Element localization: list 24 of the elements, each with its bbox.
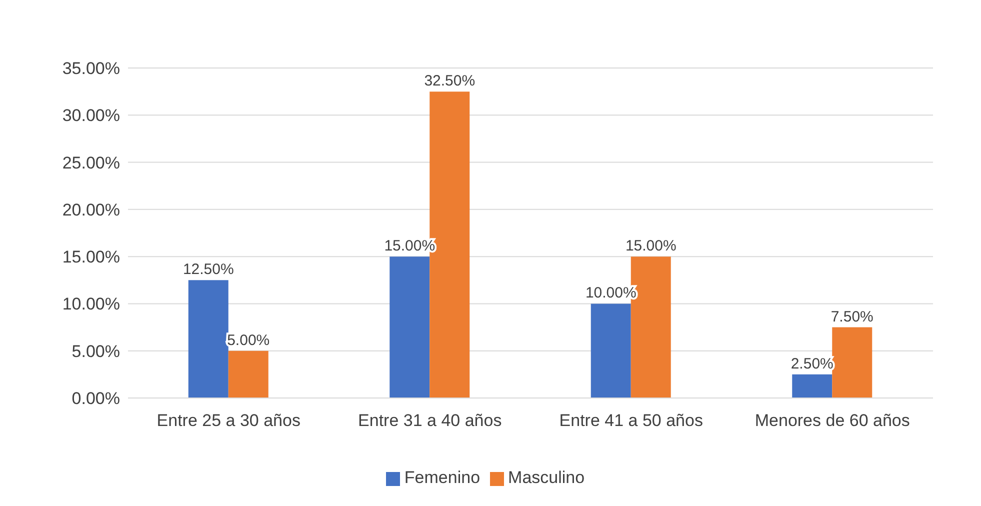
data-label: 12.50% — [182, 261, 234, 278]
y-tick-label: 5.00% — [72, 342, 120, 361]
data-label: 15.00% — [625, 238, 676, 255]
x-tick-label: Menores de 60 años — [754, 411, 910, 430]
y-tick-label: 25.00% — [62, 153, 120, 172]
y-tick-label: 20.00% — [62, 200, 120, 220]
bar — [832, 327, 872, 398]
y-tick-label: 15.00% — [62, 248, 120, 267]
x-tick-label: Entre 31 a 40 años — [358, 411, 502, 430]
y-tick-label: 30.00% — [62, 106, 120, 126]
bar — [590, 304, 631, 398]
y-tick-label: 10.00% — [62, 294, 120, 314]
y-tick-label: 35.00% — [62, 59, 120, 78]
data-label: 7.50% — [830, 308, 874, 326]
legend-label: Femenino — [404, 468, 480, 487]
bar — [390, 256, 430, 398]
y-tick-label: 0.00% — [72, 389, 120, 408]
bar — [188, 280, 228, 398]
bar — [792, 374, 832, 398]
data-label: 32.50% — [424, 72, 476, 90]
x-tick-label: Entre 25 a 30 años — [156, 411, 300, 430]
legend-label: Masculino — [508, 468, 585, 487]
bar — [228, 350, 268, 398]
x-tick-label: Entre 41 a 50 años — [559, 411, 703, 430]
